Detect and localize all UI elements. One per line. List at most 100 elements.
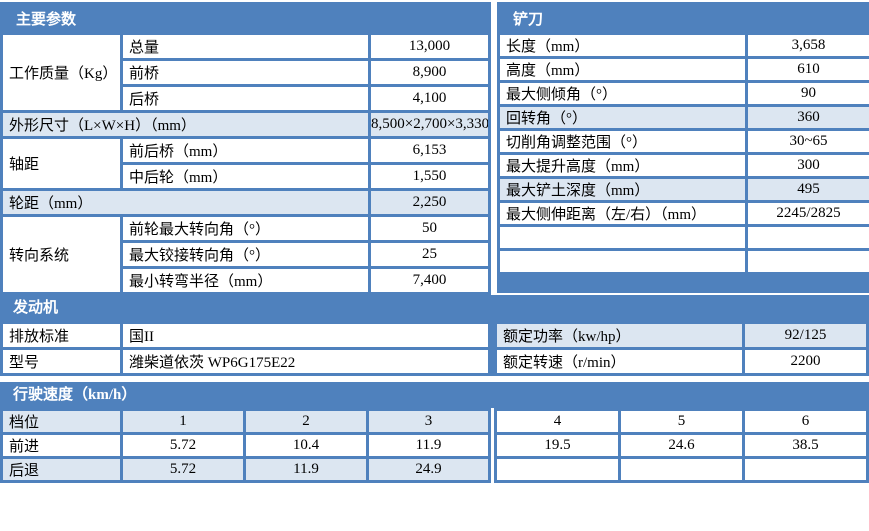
gear-number: 5 <box>618 408 745 435</box>
spec-value: 610 <box>744 56 869 83</box>
table-row <box>494 456 869 483</box>
spec-value: 2245/2825 <box>744 200 869 227</box>
spec-sublabel: 前桥 <box>120 58 371 87</box>
speed-right-table: 4 5 6 19.5 24.6 38.5 <box>494 408 869 483</box>
table-row: 最小转弯半径（mm） 7,400 <box>2 266 492 295</box>
section-spacer <box>0 376 869 382</box>
table-row: 切削角调整范围（°） 30~65 <box>497 128 869 155</box>
spec-sublabel: 前轮最大转向角（°） <box>120 214 371 243</box>
table-row: 轴距 前后桥（mm） 6,153 <box>0 136 492 191</box>
spec-value <box>744 248 869 275</box>
track-label: 轮距（mm） <box>0 188 371 217</box>
table-row: 长度（mm） 3,658 <box>497 32 869 59</box>
table-row <box>497 224 869 251</box>
table-row: 19.5 24.6 38.5 <box>494 432 869 459</box>
speed-value: 11.9 <box>366 432 491 459</box>
spec-value: 360 <box>744 104 869 131</box>
spec-label <box>497 248 748 275</box>
engine-section-header: 发动机 <box>0 295 869 321</box>
gear-number: 2 <box>243 408 369 435</box>
spec-value: 8,900 <box>367 58 492 87</box>
spec-value: 90 <box>744 80 869 107</box>
spec-value: 国II <box>120 321 491 350</box>
speed-left-table: 档位 1 2 3 前进 5.72 10.4 11.9 后退 5.72 11.9 … <box>0 408 491 483</box>
table-row: 轮距（mm） 2,250 <box>0 188 492 217</box>
spec-value: 8,500×2,700×3,330 <box>367 110 492 139</box>
main-params-title: 主要参数 <box>0 2 492 35</box>
spec-value: 25 <box>367 240 492 269</box>
blade-header-row: 铲刀 <box>496 2 869 35</box>
spec-value: 2200 <box>742 347 869 376</box>
speed-value: 5.72 <box>120 456 246 483</box>
spec-value: 300 <box>744 152 869 179</box>
table-row: 额定功率（kw/hp） 92/125 <box>494 321 869 350</box>
column-gap <box>491 321 494 376</box>
speed-value: 24.6 <box>618 432 745 459</box>
main-params-table: 主要参数 工作质量（Kg） 总量 13,000 前桥 8,900 后桥 4,10… <box>0 2 492 295</box>
spec-value <box>744 224 869 251</box>
spec-label: 切削角调整范围（°） <box>497 128 748 155</box>
spec-value: 13,000 <box>367 32 492 61</box>
spec-label: 额定功率（kw/hp） <box>494 321 745 350</box>
table-row: 排放标准 国II <box>0 321 491 350</box>
spec-label: 排放标准 <box>0 321 123 350</box>
speed-value: 38.5 <box>742 432 869 459</box>
spec-label: 最大侧倾角（°） <box>497 80 748 107</box>
spec-sublabel: 最大铰接转向角（°） <box>120 240 371 269</box>
spec-label: 型号 <box>0 347 123 376</box>
table-row: 后退 5.72 11.9 24.9 <box>0 456 491 483</box>
table-row: 回转角（°） 360 <box>497 104 869 131</box>
table-row: 型号 潍柴道依茨 WP6G175E22 <box>0 347 491 376</box>
table-row: 4 5 6 <box>494 408 869 435</box>
table-row: 前桥 8,900 <box>2 58 492 87</box>
gear-number: 6 <box>742 408 869 435</box>
forward-row-label: 前进 <box>0 432 123 459</box>
blade-title: 铲刀 <box>496 2 869 35</box>
spec-value: 6,153 <box>367 136 492 165</box>
table-row <box>497 248 869 275</box>
dimensions-label: 外形尺寸（L×W×H）（mm） <box>0 110 371 139</box>
spec-label <box>497 224 748 251</box>
speed-value: 11.9 <box>243 456 369 483</box>
spec-label: 最大侧伸距离（左/右）（mm） <box>497 200 748 227</box>
blade-column: 铲刀 长度（mm） 3,658 高度（mm） 610 最大侧倾角（°） 90 回… <box>496 2 869 293</box>
speed-value <box>494 456 621 483</box>
spec-sublabel: 总量 <box>120 32 371 61</box>
spec-value: 7,400 <box>367 266 492 295</box>
gear-row-label: 档位 <box>0 408 123 435</box>
table-row: 后桥 4,100 <box>2 84 492 113</box>
spec-value: 潍柴道依茨 WP6G175E22 <box>120 347 491 376</box>
wheelbase-label: 轴距 <box>0 136 123 191</box>
table-row: 额定转速（r/min） 2200 <box>494 347 869 376</box>
table-row: 高度（mm） 610 <box>497 56 869 83</box>
table-row: 工作质量（Kg） 总量 13,000 <box>0 32 492 113</box>
speed-value: 10.4 <box>243 432 369 459</box>
table-row: 最大提升高度（mm） 300 <box>497 152 869 179</box>
column-gap <box>491 2 497 295</box>
blade-table-filler <box>497 275 869 293</box>
spec-label: 额定转速（r/min） <box>494 347 745 376</box>
spec-sublabel: 最小转弯半径（mm） <box>120 266 371 295</box>
spec-value: 50 <box>367 214 492 243</box>
spec-value: 4,100 <box>367 84 492 113</box>
table-row: 最大铲土深度（mm） 495 <box>497 176 869 203</box>
table-row: 外形尺寸（L×W×H）（mm） 8,500×2,700×3,330 <box>0 110 492 139</box>
engine-left-table: 排放标准 国II 型号 潍柴道依茨 WP6G175E22 <box>0 321 491 376</box>
column-gap <box>491 408 494 483</box>
speed-value <box>742 456 869 483</box>
engine-section: 排放标准 国II 型号 潍柴道依茨 WP6G175E22 额定功率（kw/hp）… <box>0 321 869 376</box>
spec-value: 92/125 <box>742 321 869 350</box>
working-mass-label: 工作质量（Kg） <box>0 32 123 113</box>
spec-value: 1,550 <box>367 162 492 191</box>
reverse-row-label: 后退 <box>0 456 123 483</box>
table-row: 最大侧倾角（°） 90 <box>497 80 869 107</box>
spec-label: 回转角（°） <box>497 104 748 131</box>
engine-right-table: 额定功率（kw/hp） 92/125 额定转速（r/min） 2200 <box>494 321 869 376</box>
main-params-header-row: 主要参数 <box>0 2 492 35</box>
speed-value: 19.5 <box>494 432 621 459</box>
table-row: 最大侧伸距离（左/右）（mm） 2245/2825 <box>497 200 869 227</box>
table-row: 前进 5.72 10.4 11.9 <box>0 432 491 459</box>
spec-label: 高度（mm） <box>497 56 748 83</box>
spec-label: 长度（mm） <box>497 32 748 59</box>
